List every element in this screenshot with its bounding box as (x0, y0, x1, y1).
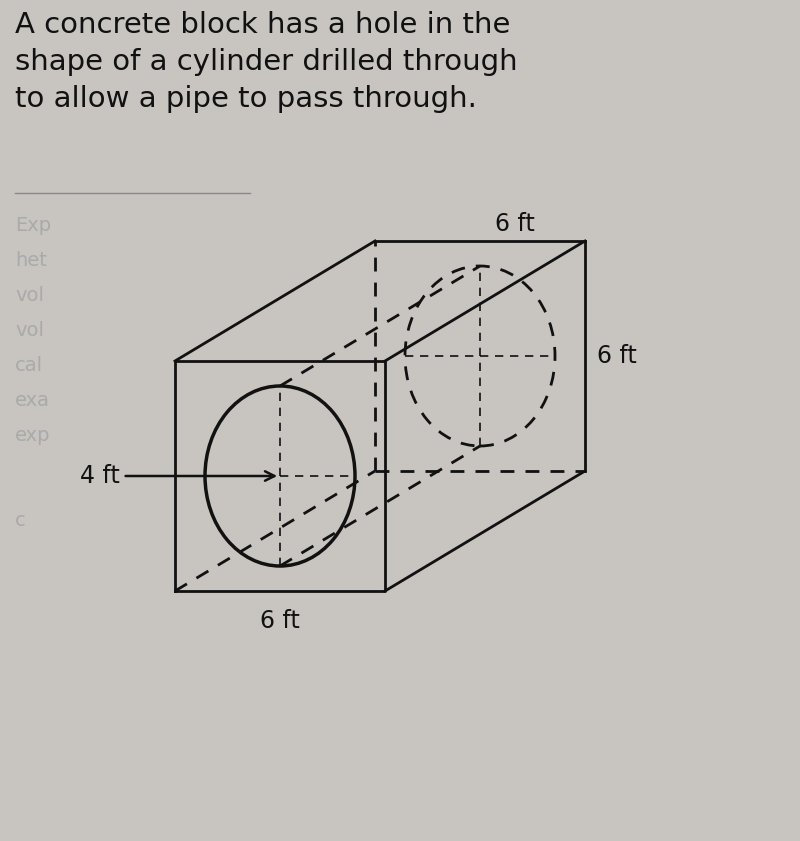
Text: het: het (15, 251, 47, 270)
Text: 6 ft: 6 ft (495, 212, 535, 236)
Text: vol: vol (15, 321, 44, 340)
Text: 6 ft: 6 ft (260, 609, 300, 633)
Text: Exp: Exp (15, 216, 51, 235)
Text: exa: exa (15, 391, 50, 410)
Text: exp: exp (15, 426, 50, 445)
Text: A concrete block has a hole in the
shape of a cylinder drilled through
to allow : A concrete block has a hole in the shape… (15, 11, 518, 113)
Text: vol: vol (15, 286, 44, 305)
Text: 4 ft: 4 ft (80, 464, 274, 488)
Text: c: c (15, 511, 26, 530)
Text: 6 ft: 6 ft (597, 344, 637, 368)
Text: cal: cal (15, 356, 43, 375)
